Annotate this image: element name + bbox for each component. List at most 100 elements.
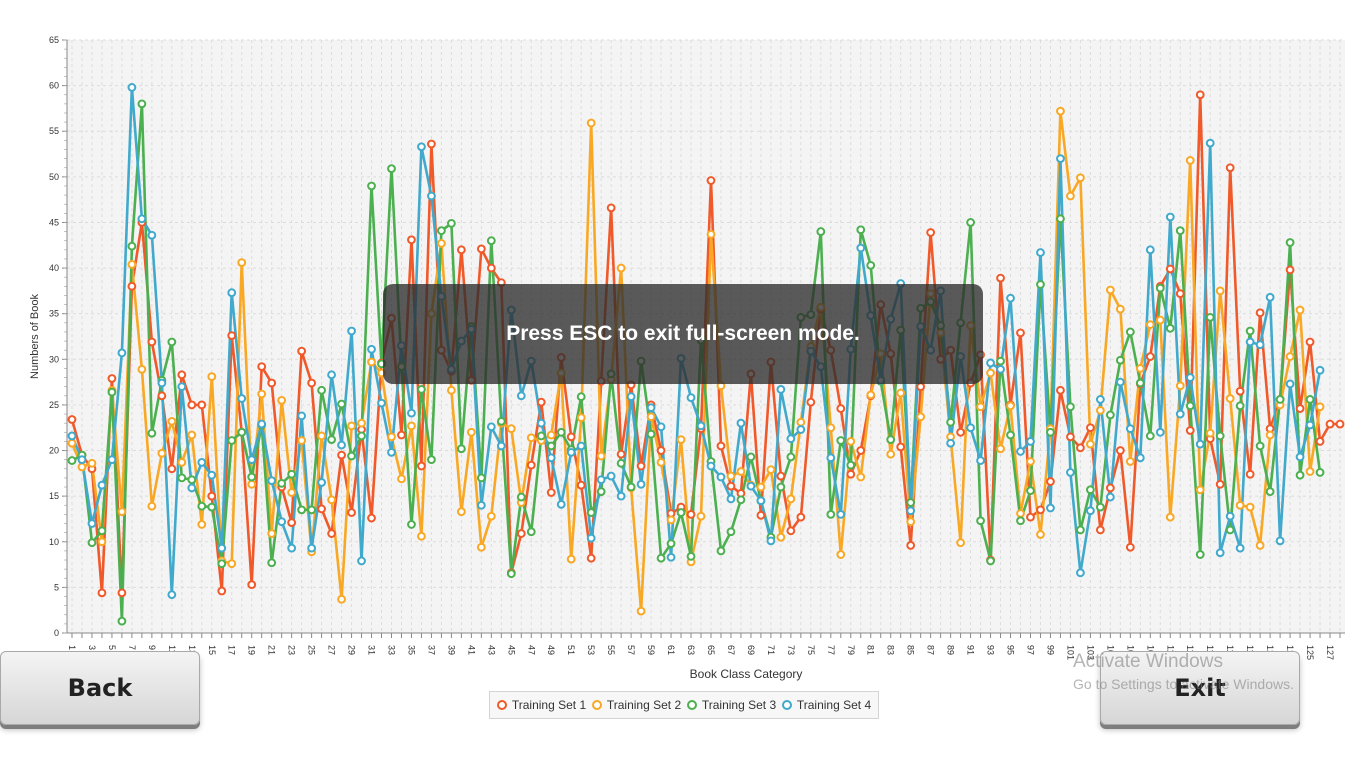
data-point bbox=[1165, 512, 1175, 522]
data-point bbox=[716, 546, 726, 556]
data-point bbox=[836, 550, 846, 559]
x-tick-label: 15 bbox=[207, 645, 217, 655]
data-point bbox=[546, 430, 556, 440]
data-point bbox=[846, 469, 856, 479]
x-axis-label: Book Class Category bbox=[690, 667, 803, 681]
data-point bbox=[67, 456, 77, 465]
x-tick-label: 11 bbox=[167, 645, 177, 654]
data-point bbox=[1255, 541, 1265, 550]
x-tick-label: 61 bbox=[666, 645, 676, 655]
data-point bbox=[107, 387, 117, 397]
data-point bbox=[1285, 238, 1295, 247]
data-point bbox=[856, 472, 866, 482]
data-point bbox=[786, 526, 796, 536]
data-point bbox=[666, 515, 676, 525]
data-point bbox=[1295, 404, 1305, 413]
data-point bbox=[1046, 477, 1055, 486]
data-point bbox=[1215, 286, 1225, 296]
data-point bbox=[187, 483, 197, 493]
data-point bbox=[1006, 401, 1015, 411]
data-point bbox=[1255, 340, 1265, 350]
data-point bbox=[297, 411, 307, 421]
data-point bbox=[417, 531, 426, 541]
data-point bbox=[267, 476, 277, 486]
data-point bbox=[1016, 328, 1025, 338]
x-tick-label: 99 bbox=[1045, 645, 1055, 655]
data-point bbox=[117, 507, 127, 517]
data-point bbox=[127, 83, 137, 92]
data-point bbox=[766, 465, 776, 475]
data-point bbox=[896, 388, 906, 398]
data-point bbox=[1185, 373, 1195, 382]
data-point bbox=[1315, 402, 1325, 412]
data-point bbox=[1165, 323, 1175, 333]
x-tick-label: 19 bbox=[247, 645, 257, 655]
data-point bbox=[1026, 486, 1035, 496]
y-tick-label: 55 bbox=[49, 126, 59, 136]
data-point bbox=[187, 430, 197, 440]
data-point bbox=[736, 495, 746, 505]
data-point bbox=[437, 226, 446, 236]
x-tick-label: 31 bbox=[367, 645, 377, 655]
data-point bbox=[1145, 245, 1155, 255]
data-point bbox=[486, 511, 496, 521]
data-point bbox=[1275, 395, 1285, 404]
data-point bbox=[686, 393, 696, 403]
data-point bbox=[1185, 156, 1195, 165]
data-point bbox=[856, 446, 866, 455]
data-point bbox=[546, 488, 556, 497]
data-point bbox=[806, 397, 816, 407]
data-point bbox=[297, 346, 307, 356]
data-point bbox=[177, 382, 187, 392]
data-point bbox=[516, 529, 526, 538]
y-tick-label: 50 bbox=[49, 172, 59, 182]
data-point bbox=[756, 482, 766, 492]
x-tick-label: 87 bbox=[926, 645, 936, 655]
data-point bbox=[626, 392, 636, 402]
data-point bbox=[327, 370, 336, 380]
data-point bbox=[197, 457, 207, 467]
data-point bbox=[1145, 431, 1155, 441]
data-point bbox=[167, 590, 177, 600]
data-point bbox=[1085, 439, 1095, 449]
data-point bbox=[397, 430, 406, 440]
data-point bbox=[1185, 401, 1195, 411]
legend-item-training-set-2: Training Set 2 bbox=[591, 698, 681, 712]
x-tick-label: 17 bbox=[227, 645, 237, 655]
data-point bbox=[1036, 530, 1045, 539]
data-point bbox=[1265, 487, 1275, 496]
data-point bbox=[177, 370, 187, 380]
data-point bbox=[127, 260, 137, 269]
data-point bbox=[367, 344, 376, 354]
data-point bbox=[1235, 543, 1245, 553]
data-point bbox=[616, 458, 626, 468]
data-point bbox=[1125, 457, 1135, 466]
data-point bbox=[866, 390, 876, 400]
data-point bbox=[347, 326, 356, 336]
data-point bbox=[1105, 285, 1115, 295]
data-point bbox=[1026, 437, 1035, 446]
data-point bbox=[107, 455, 117, 465]
data-point bbox=[666, 552, 676, 562]
data-point bbox=[177, 473, 187, 483]
data-point bbox=[277, 517, 287, 527]
back-button[interactable]: Back bbox=[0, 651, 200, 725]
data-point bbox=[97, 526, 107, 536]
data-point bbox=[1175, 409, 1185, 419]
data-point bbox=[986, 358, 995, 368]
exit-button[interactable]: Exit bbox=[1100, 651, 1300, 725]
data-point bbox=[1105, 492, 1115, 502]
x-tick-label: 41 bbox=[466, 645, 476, 655]
data-point bbox=[137, 214, 147, 224]
data-point bbox=[427, 455, 436, 465]
data-point bbox=[427, 139, 436, 149]
x-tick-label: 75 bbox=[806, 645, 816, 655]
data-point bbox=[1295, 305, 1305, 315]
data-point bbox=[177, 457, 187, 467]
data-point bbox=[776, 385, 786, 394]
data-point bbox=[486, 263, 496, 273]
data-point bbox=[407, 408, 416, 418]
data-point bbox=[327, 435, 336, 444]
data-point bbox=[826, 453, 836, 463]
data-point bbox=[986, 556, 995, 566]
